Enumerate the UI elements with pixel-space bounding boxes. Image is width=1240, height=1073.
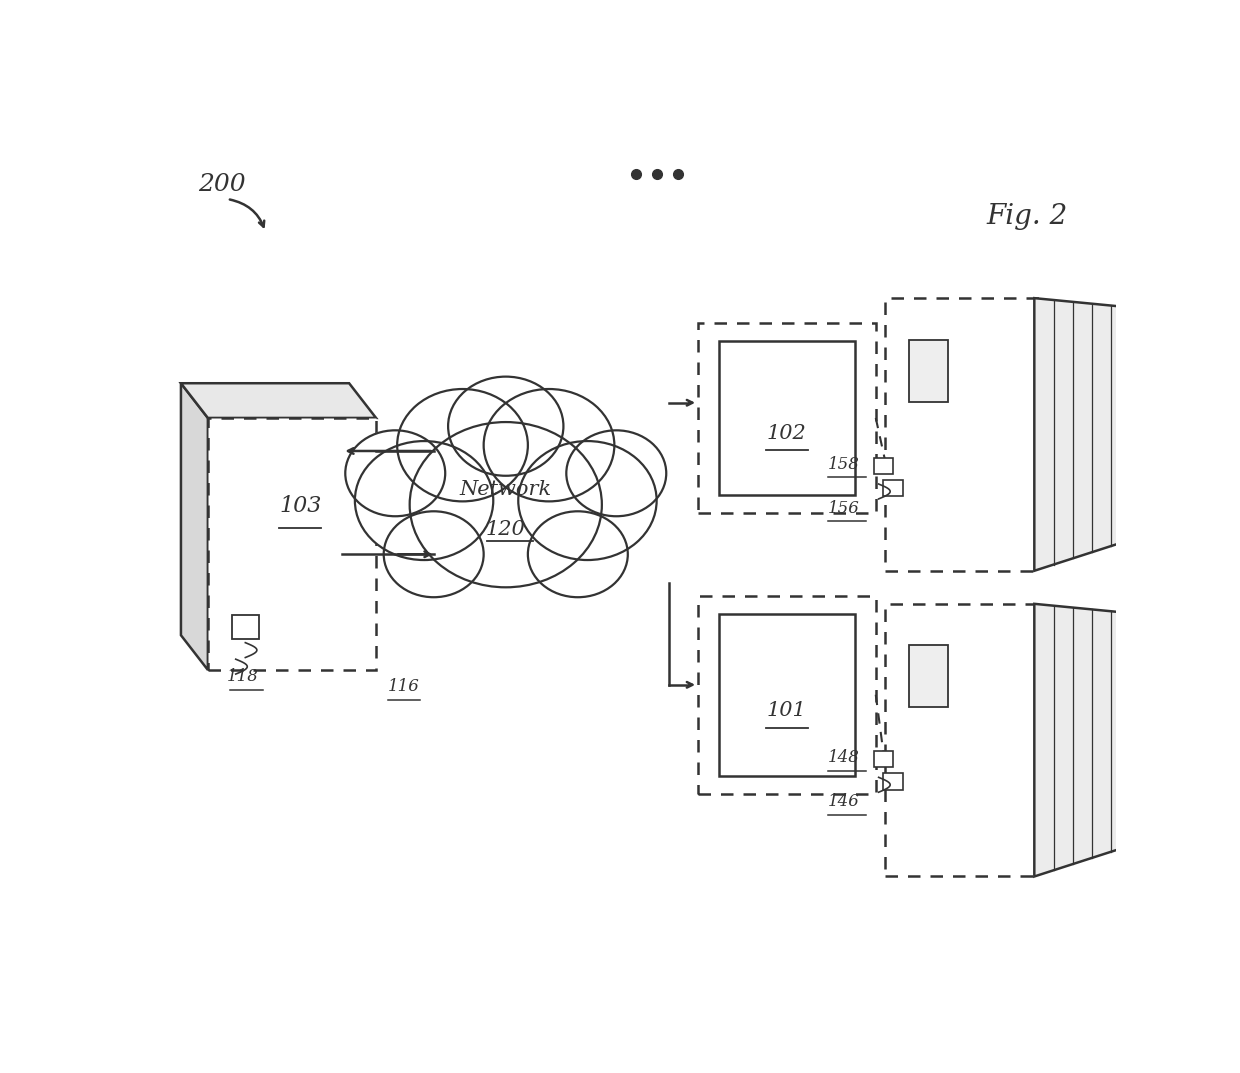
Polygon shape — [1034, 298, 1149, 571]
Bar — [909, 646, 947, 707]
Polygon shape — [181, 383, 208, 670]
Polygon shape — [1034, 604, 1149, 877]
Circle shape — [383, 512, 484, 598]
Circle shape — [484, 389, 614, 501]
Bar — [232, 616, 259, 638]
Bar — [883, 480, 903, 497]
Text: 101: 101 — [768, 701, 807, 720]
Text: 146: 146 — [828, 793, 859, 810]
Circle shape — [528, 512, 627, 598]
Bar — [909, 340, 947, 401]
Bar — [874, 751, 893, 767]
Circle shape — [409, 422, 601, 587]
Text: Fig. 2: Fig. 2 — [986, 203, 1068, 230]
Text: 118: 118 — [227, 668, 259, 686]
Text: Network: Network — [460, 481, 552, 499]
Circle shape — [518, 441, 657, 560]
Bar — [698, 596, 875, 794]
Text: 200: 200 — [198, 173, 246, 195]
Circle shape — [567, 430, 666, 516]
Bar — [883, 774, 903, 790]
Circle shape — [355, 441, 494, 560]
Bar — [698, 323, 875, 513]
Bar — [208, 418, 376, 670]
Text: 158: 158 — [828, 456, 859, 473]
Circle shape — [397, 389, 528, 501]
Text: 116: 116 — [388, 677, 419, 694]
Text: 156: 156 — [828, 500, 859, 517]
Bar — [874, 457, 893, 474]
Text: 148: 148 — [828, 749, 859, 766]
Circle shape — [448, 377, 563, 475]
Polygon shape — [181, 383, 376, 418]
Bar — [885, 298, 1039, 571]
Bar — [719, 341, 854, 495]
Text: 120: 120 — [486, 520, 526, 539]
Text: 103: 103 — [279, 495, 321, 517]
Bar — [885, 604, 1039, 877]
Circle shape — [345, 430, 445, 516]
Text: 102: 102 — [768, 424, 807, 443]
Bar — [719, 614, 854, 776]
